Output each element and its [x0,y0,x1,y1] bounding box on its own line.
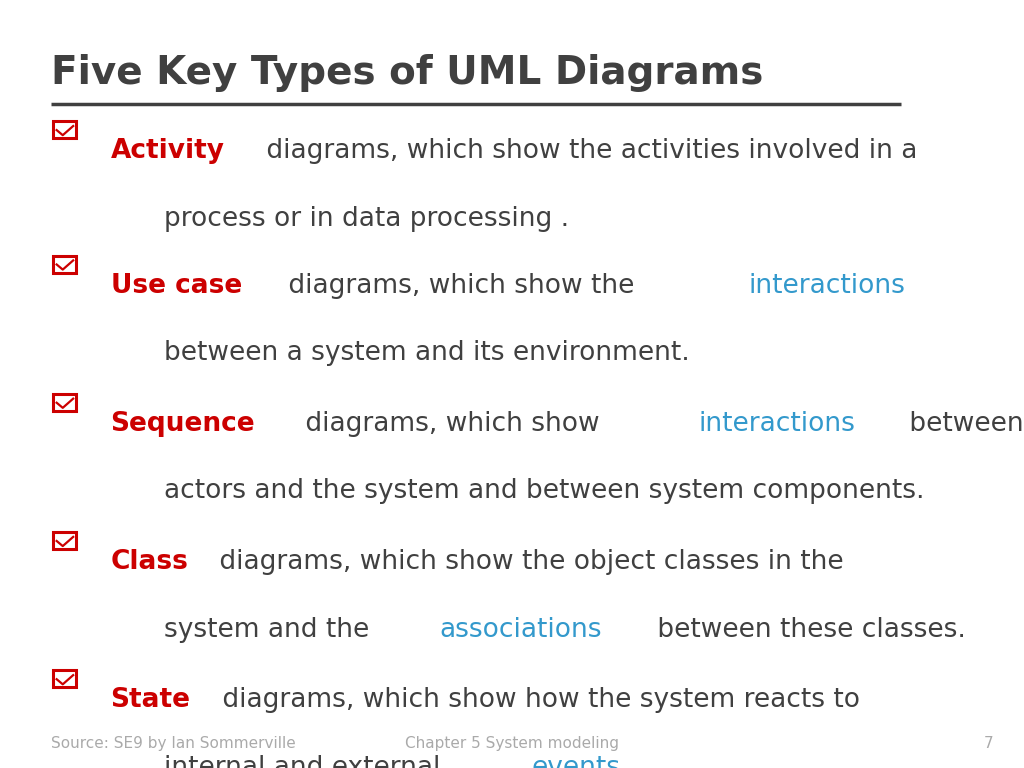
Text: events: events [531,755,621,768]
Text: diagrams, which show the object classes in the: diagrams, which show the object classes … [211,549,844,575]
Text: associations: associations [439,617,602,643]
Text: diagrams, which show the: diagrams, which show the [280,273,643,299]
Text: Activity: Activity [111,138,224,164]
Text: internal and external: internal and external [164,755,449,768]
Text: Use case: Use case [111,273,242,299]
Text: diagrams, which show the activities involved in a: diagrams, which show the activities invo… [258,138,918,164]
Text: Source: SE9 by Ian Sommerville: Source: SE9 by Ian Sommerville [51,736,296,751]
FancyBboxPatch shape [53,532,76,549]
Text: Sequence: Sequence [111,411,255,437]
FancyBboxPatch shape [53,256,76,273]
Text: actors and the system and between system components.: actors and the system and between system… [164,478,925,505]
FancyBboxPatch shape [53,394,76,411]
FancyBboxPatch shape [53,670,76,687]
Text: State: State [111,687,190,713]
Text: diagrams, which show how the system reacts to: diagrams, which show how the system reac… [214,687,860,713]
Text: .: . [646,755,654,768]
Text: between these classes.: between these classes. [649,617,966,643]
Text: 7: 7 [984,736,993,751]
Text: interactions: interactions [748,273,905,299]
Text: system and the: system and the [164,617,378,643]
Text: between a system and its environment.: between a system and its environment. [164,340,689,366]
Text: diagrams, which show: diagrams, which show [297,411,608,437]
Text: between: between [901,411,1024,437]
Text: Chapter 5 System modeling: Chapter 5 System modeling [406,736,618,751]
Text: interactions: interactions [698,411,855,437]
Text: Class: Class [111,549,188,575]
FancyBboxPatch shape [53,121,76,138]
Text: Five Key Types of UML Diagrams: Five Key Types of UML Diagrams [51,54,764,91]
Text: process or in data processing .: process or in data processing . [164,206,569,232]
